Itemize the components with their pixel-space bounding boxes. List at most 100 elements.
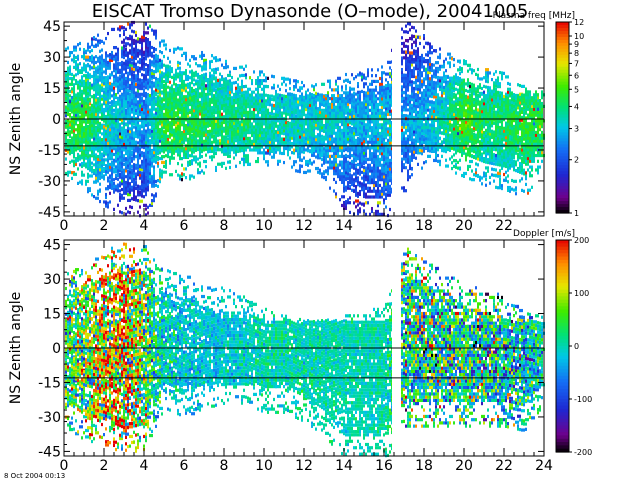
echo-cell <box>137 149 139 154</box>
echo-cell <box>133 85 137 89</box>
echo-cell <box>119 149 121 153</box>
echo-cell <box>165 142 167 146</box>
echo-cell <box>127 74 129 78</box>
echo-cell <box>257 96 259 100</box>
echo-cell <box>333 160 337 164</box>
echo-cell <box>119 198 121 202</box>
echo-cell <box>129 138 131 142</box>
echo-cell <box>179 105 181 109</box>
echo-cell <box>371 94 373 98</box>
echo-cell <box>353 157 355 162</box>
echo-cell <box>165 148 167 152</box>
echo-cell <box>341 96 343 101</box>
echo-cell <box>81 83 83 88</box>
echo-cell <box>89 113 91 117</box>
echo-cell <box>83 163 85 167</box>
echo-cell <box>131 205 133 210</box>
echo-cell <box>93 145 95 150</box>
echo-cell <box>175 135 177 139</box>
echo-cell <box>167 76 169 81</box>
echo-cell <box>255 119 257 123</box>
echo-cell <box>381 128 383 133</box>
echo-cell <box>117 79 119 83</box>
echo-cell <box>163 141 165 145</box>
echo-cell <box>367 157 369 162</box>
echo-cell <box>267 120 269 124</box>
echo-cell <box>363 73 365 77</box>
echo-cell <box>299 129 301 133</box>
echo-cell <box>373 100 375 104</box>
echo-cell <box>133 73 135 77</box>
echo-cell <box>177 86 179 91</box>
echo-cell <box>347 154 349 159</box>
echo-cell <box>377 68 379 72</box>
echo-cell <box>143 125 145 129</box>
echo-cell <box>177 121 179 125</box>
echo-cell <box>81 109 83 114</box>
echo-cell <box>297 169 299 173</box>
echo-cell <box>221 75 223 79</box>
echo-cell <box>113 74 115 79</box>
echo-cell <box>97 111 99 115</box>
echo-cell <box>263 148 265 152</box>
echo-cell <box>181 88 185 92</box>
echo-cell <box>207 98 209 102</box>
echo-cell <box>95 89 97 93</box>
echo-cell <box>321 126 323 130</box>
echo-cell <box>245 122 247 126</box>
echo-cell <box>71 176 73 181</box>
echo-cell <box>185 126 187 131</box>
echo-cell <box>237 132 239 136</box>
echo-cell <box>145 112 147 116</box>
echo-cell <box>343 163 345 167</box>
echo-cell <box>217 99 219 103</box>
echo-cell <box>129 167 131 171</box>
echo-cell <box>329 146 331 150</box>
echo-cell <box>81 95 83 99</box>
echo-cell <box>97 97 99 101</box>
echo-cell <box>125 82 127 86</box>
echo-cell <box>373 166 375 170</box>
echo-cell <box>299 135 301 139</box>
echo-cell <box>109 58 113 62</box>
echo-cell <box>131 122 135 126</box>
echo-cell <box>367 68 369 72</box>
echo-cell <box>115 136 117 140</box>
echo-cell <box>343 91 347 95</box>
echo-cell <box>99 58 101 62</box>
echo-cell <box>81 170 83 174</box>
echo-cell <box>171 75 173 79</box>
echo-cell <box>363 139 365 144</box>
echo-cell <box>143 160 145 164</box>
echo-cell <box>215 102 217 106</box>
echo-cell <box>181 172 183 176</box>
echo-cell <box>81 98 83 102</box>
echo-cell <box>131 38 133 42</box>
echo-cell <box>205 61 207 65</box>
echo-cell <box>371 114 375 118</box>
echo-cell <box>203 113 205 117</box>
echo-cell <box>167 68 169 72</box>
echo-cell <box>365 76 367 81</box>
echo-cell <box>125 169 127 173</box>
echo-cell <box>191 75 193 79</box>
echo-cell <box>207 95 209 99</box>
echo-cell <box>233 141 235 146</box>
echo-cell <box>375 120 377 124</box>
echo-cell <box>263 90 265 94</box>
echo-cell <box>109 87 111 91</box>
echo-cell <box>175 77 177 81</box>
echo-cell <box>91 54 93 58</box>
echo-cell <box>171 98 173 103</box>
echo-cell <box>217 122 219 126</box>
echo-cell <box>343 105 345 109</box>
echo-cell <box>245 76 247 80</box>
echo-cell <box>289 144 291 149</box>
echo-cell <box>289 121 291 125</box>
echo-cell <box>245 136 247 140</box>
echo-cell <box>237 83 239 87</box>
echo-cell <box>287 141 289 145</box>
echo-cell <box>127 155 129 159</box>
echo-cell <box>99 116 101 120</box>
echo-cell <box>237 97 239 101</box>
